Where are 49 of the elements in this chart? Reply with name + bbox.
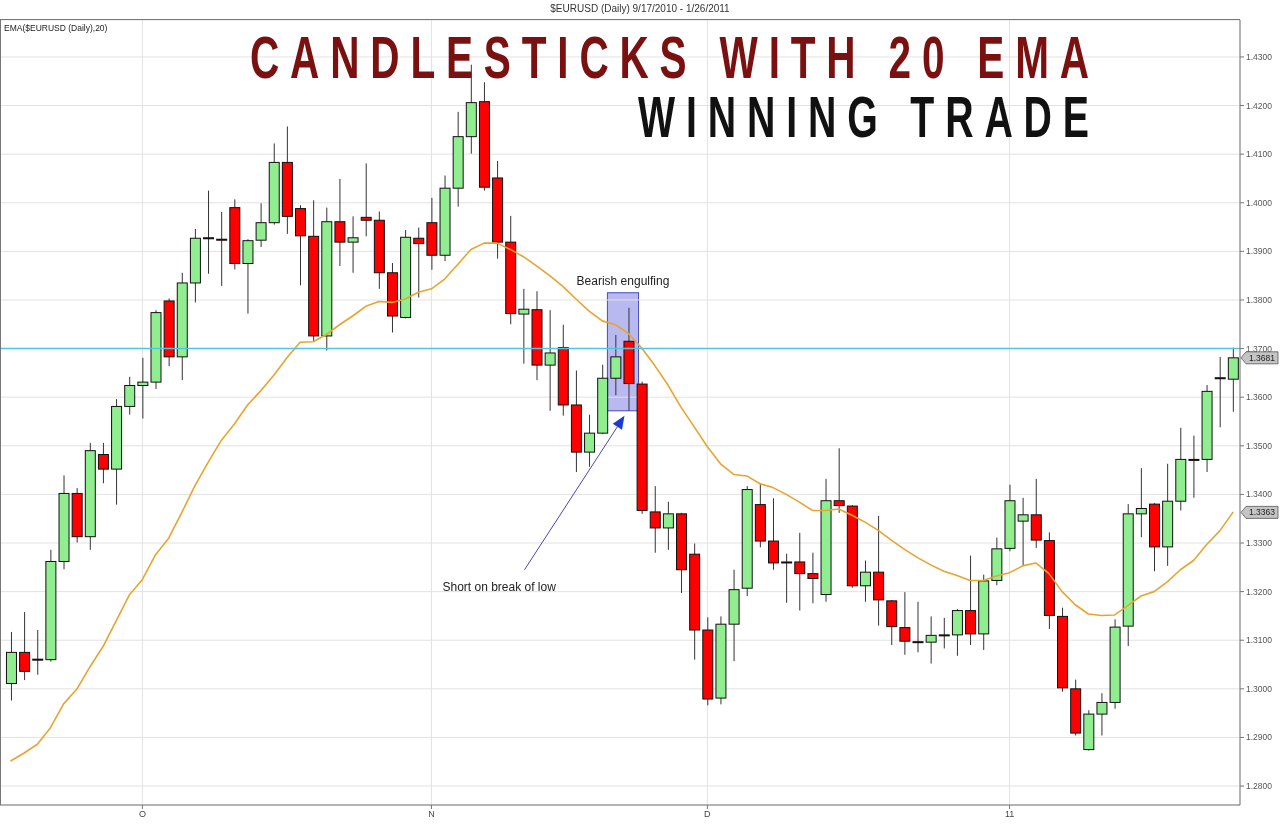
candlestick	[610, 334, 622, 396]
candlestick	[97, 442, 109, 484]
candlestick	[124, 376, 136, 416]
y-tick-label: 1.2800	[1246, 781, 1273, 792]
y-tick-label: 1.3600	[1246, 392, 1273, 403]
candlestick	[203, 190, 215, 275]
y-tick-label: 1.2900	[1246, 732, 1273, 743]
candlestick	[662, 501, 674, 551]
y-tick-label: 1.4000	[1246, 197, 1273, 208]
annotation: EMA($EURUSD (Daily),20)	[4, 23, 108, 33]
candlestick	[965, 555, 977, 646]
candlestick	[1214, 356, 1226, 428]
candlestick	[1135, 467, 1147, 538]
candlestick	[794, 532, 806, 612]
y-tick-label: 1.3900	[1246, 246, 1273, 257]
candlestick	[360, 162, 372, 237]
x-tick-label: N	[428, 809, 435, 820]
candlestick	[584, 414, 596, 468]
y-tick-label: 1.4300	[1246, 51, 1273, 62]
line-series	[10, 242, 1234, 762]
candlestick	[781, 553, 793, 604]
y-tick-label: 1.3000	[1246, 683, 1273, 694]
candlestick	[32, 629, 44, 676]
y-tick-label: 1.3300	[1246, 538, 1273, 549]
candlestick	[649, 485, 661, 554]
candlestick	[19, 611, 31, 681]
x-tick-label: D	[704, 809, 712, 820]
candlestick	[925, 615, 937, 665]
candlestick	[413, 227, 425, 299]
candlestick	[216, 211, 228, 287]
y-tick-label: 1.4200	[1246, 100, 1273, 111]
y-tick-label: 1.3800	[1246, 294, 1273, 305]
annotation: Bearish engulfing	[576, 273, 670, 288]
candlestick	[767, 497, 779, 571]
text: $EURUSD (Daily) 9/17/2010 - 1/26/2011	[550, 3, 731, 14]
y-tick-label: 1.3400	[1246, 489, 1273, 500]
x-tick-label: 11	[1004, 809, 1015, 820]
candlestick	[859, 560, 871, 603]
y-tick-label: 1.3200	[1246, 586, 1273, 597]
y-tick-label: 1.3700	[1246, 343, 1273, 354]
annotation: Short on break of low	[442, 579, 557, 594]
text: 1.3681	[1249, 352, 1276, 363]
y-tick-label: 1.3500	[1246, 440, 1273, 451]
candlestick	[833, 447, 845, 514]
text: 1.3363	[1249, 507, 1276, 518]
x-tick-label: O	[138, 809, 146, 820]
y-tick-label: 1.4100	[1246, 149, 1273, 160]
y-tick-label: 1.3100	[1246, 635, 1273, 646]
candlestick	[938, 617, 950, 649]
